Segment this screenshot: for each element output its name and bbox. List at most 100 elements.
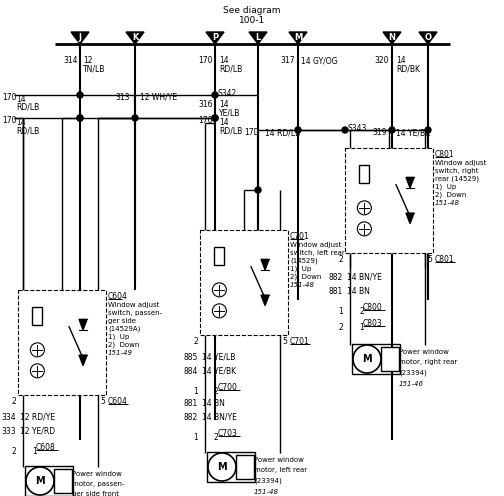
Text: 14: 14: [16, 95, 26, 104]
Text: N: N: [389, 33, 396, 42]
Text: C803: C803: [363, 319, 383, 328]
Bar: [200, 230, 288, 335]
Circle shape: [425, 127, 431, 133]
Text: YE/LB: YE/LB: [219, 108, 240, 117]
Text: (14529): (14529): [290, 258, 318, 264]
Text: 882: 882: [184, 413, 198, 422]
Text: 14: 14: [219, 56, 229, 65]
Text: 314: 314: [63, 56, 78, 65]
Text: 5: 5: [423, 240, 428, 249]
Text: 2: 2: [11, 397, 16, 406]
Polygon shape: [406, 178, 414, 188]
Text: 1: 1: [359, 323, 364, 332]
Polygon shape: [261, 259, 269, 270]
Bar: [345, 148, 433, 253]
Polygon shape: [406, 213, 414, 224]
Text: M: M: [294, 33, 302, 42]
Text: 1: 1: [60, 294, 65, 303]
Text: 2: 2: [214, 387, 219, 396]
Circle shape: [342, 127, 348, 133]
Text: 14 GY/OG: 14 GY/OG: [301, 56, 338, 65]
Text: 3: 3: [21, 294, 26, 303]
Text: C801: C801: [435, 255, 455, 264]
Text: 1: 1: [338, 307, 343, 316]
Text: Window adjust: Window adjust: [435, 160, 486, 166]
Text: C800: C800: [363, 303, 383, 312]
Text: 316: 316: [198, 100, 213, 109]
Polygon shape: [261, 295, 269, 306]
Text: 884: 884: [183, 367, 198, 376]
Circle shape: [212, 304, 226, 318]
Text: switch, right: switch, right: [435, 168, 478, 174]
Text: 14 BN/YE: 14 BN/YE: [347, 273, 382, 282]
Text: 14 BN: 14 BN: [202, 399, 225, 408]
Bar: [207, 452, 255, 482]
Text: switch, passen-: switch, passen-: [108, 310, 162, 316]
Text: 2: 2: [203, 322, 208, 331]
Text: 2: 2: [338, 323, 343, 332]
Text: ger side: ger side: [108, 318, 136, 324]
Text: RD/BK: RD/BK: [396, 64, 420, 73]
Bar: [214, 247, 224, 265]
Text: RD/LB: RD/LB: [16, 126, 39, 135]
Text: 170: 170: [198, 56, 213, 65]
Polygon shape: [419, 32, 437, 44]
Circle shape: [255, 187, 261, 193]
Text: 1: 1: [242, 234, 247, 243]
Text: motor, right rear: motor, right rear: [399, 359, 457, 365]
Text: 100-1: 100-1: [239, 16, 265, 25]
Text: 6: 6: [96, 294, 101, 303]
Bar: [25, 466, 73, 496]
Text: ger side front: ger side front: [72, 491, 119, 496]
Text: 151-46: 151-46: [399, 381, 424, 387]
Circle shape: [212, 115, 218, 121]
Circle shape: [212, 115, 218, 121]
Text: C801: C801: [435, 150, 455, 159]
Text: C604: C604: [108, 397, 128, 406]
Text: 14 BN: 14 BN: [347, 287, 370, 296]
Text: 14: 14: [219, 118, 229, 127]
Text: motor, left rear: motor, left rear: [254, 467, 307, 473]
Text: 2: 2: [338, 255, 343, 264]
Polygon shape: [289, 32, 307, 44]
Text: J: J: [79, 33, 82, 42]
Text: C608: C608: [36, 443, 56, 452]
Text: 313: 313: [115, 93, 130, 102]
Text: See diagram: See diagram: [223, 6, 281, 15]
Text: 12 YE/RD: 12 YE/RD: [20, 427, 55, 436]
Text: C701: C701: [290, 337, 310, 346]
Circle shape: [77, 115, 83, 121]
Text: switch, left rear: switch, left rear: [290, 250, 345, 256]
Text: motor, passen-: motor, passen-: [72, 481, 124, 487]
Text: Window adjust: Window adjust: [290, 242, 341, 248]
Text: S343: S343: [348, 124, 367, 133]
Text: C701: C701: [290, 232, 310, 241]
Text: 5: 5: [427, 255, 432, 264]
Text: 170: 170: [2, 93, 17, 102]
Text: 5: 5: [100, 397, 105, 406]
Circle shape: [30, 364, 44, 378]
Text: 1: 1: [32, 447, 37, 456]
Text: 334: 334: [2, 413, 16, 422]
Text: 170: 170: [198, 116, 213, 125]
Bar: [54, 469, 72, 493]
Text: 14 RD/LB: 14 RD/LB: [265, 128, 300, 137]
Text: 882: 882: [329, 273, 343, 282]
Circle shape: [77, 92, 83, 98]
Text: C700: C700: [218, 383, 238, 392]
Text: 1)  Up: 1) Up: [435, 184, 456, 190]
Text: 2: 2: [348, 240, 353, 249]
Polygon shape: [206, 32, 224, 44]
Text: 2)  Down: 2) Down: [108, 341, 140, 348]
Text: 2: 2: [214, 433, 219, 442]
Text: 14: 14: [219, 100, 229, 109]
Circle shape: [389, 127, 395, 133]
Text: M: M: [35, 476, 45, 486]
Bar: [32, 307, 42, 325]
Bar: [359, 165, 369, 183]
Text: 1: 1: [387, 152, 392, 161]
Polygon shape: [79, 319, 87, 330]
Text: RD/LB: RD/LB: [16, 103, 39, 112]
Text: Power window: Power window: [72, 471, 122, 477]
Text: 2: 2: [21, 382, 26, 391]
